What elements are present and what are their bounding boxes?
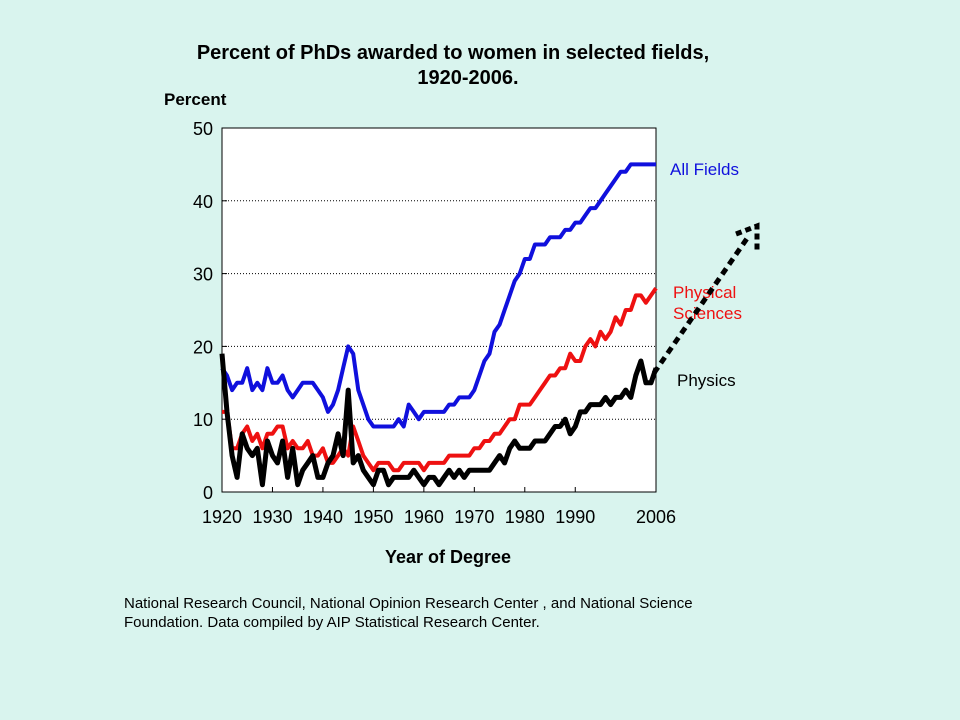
label-physics: Physics [677, 371, 736, 390]
trend-arrow-shaft [651, 235, 751, 375]
x-tick-label: 1950 [353, 507, 393, 527]
series-lines [219, 162, 659, 488]
y-tick-label: 30 [193, 265, 213, 285]
source-note: National Research Council, National Opin… [124, 595, 693, 631]
y-tick-label: 50 [193, 119, 213, 139]
label-all-fields: All Fields [670, 160, 739, 179]
chart-title-line1: Percent of PhDs awarded to women in sele… [197, 42, 709, 64]
x-tick-label: 1970 [454, 507, 494, 527]
series-line-physics [219, 353, 659, 488]
grid-lines [222, 200, 656, 420]
y-tick-label: 0 [203, 483, 213, 503]
x-tick-label: 1930 [252, 507, 292, 527]
x-tick-label: 2006 [636, 507, 676, 527]
label-physical-sciences-line2: Sciences [673, 304, 742, 323]
y-axis-label: Percent [164, 90, 227, 109]
plot-area [221, 127, 657, 493]
trend-arrow-head [735, 222, 760, 251]
x-axis-label: Year of Degree [385, 547, 511, 567]
y-tick-label: 40 [193, 192, 213, 212]
x-tick-label: 1960 [404, 507, 444, 527]
x-tick-label: 1990 [555, 507, 595, 527]
y-tick-label: 10 [193, 410, 213, 430]
chart-title-line2: 1920-2006. [417, 67, 518, 89]
series-line-all-fields [220, 162, 656, 429]
y-tick-label: 20 [193, 337, 213, 357]
trend-arrow [651, 222, 760, 375]
series-line-physical-sciences [222, 287, 658, 473]
x-tick-label: 1920 [202, 507, 242, 527]
axis-ticks: 0 10 20 30 40 50 1920 1930 1940 1950 1960 1970 1980 1… [193, 119, 676, 527]
label-physical-sciences-line1: Physical [673, 283, 736, 302]
x-tick-label: 1980 [505, 507, 545, 527]
x-tick-label: 1940 [303, 507, 343, 527]
